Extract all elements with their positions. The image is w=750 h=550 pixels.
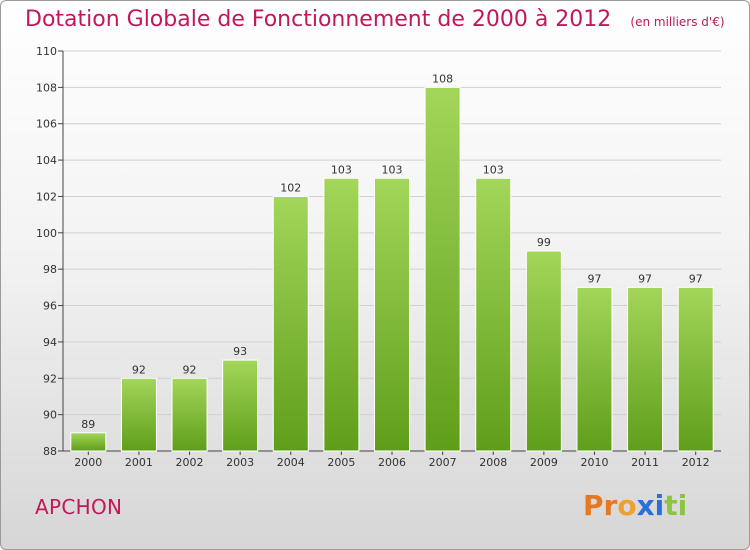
- y-tick-label: 94: [43, 336, 57, 349]
- y-tick-label: 90: [43, 409, 57, 422]
- data-label: 103: [483, 163, 504, 176]
- bar-2012: [677, 286, 714, 452]
- proxiti-logo[interactable]: Proxiti: [583, 489, 687, 522]
- data-label: 92: [183, 363, 197, 376]
- x-tick-label: 2005: [327, 456, 355, 469]
- logo-letter: i: [654, 489, 665, 522]
- x-tick-label: 2011: [631, 456, 659, 469]
- data-label: 97: [689, 272, 703, 285]
- x-tick-label: 2002: [176, 456, 204, 469]
- data-label: 103: [331, 163, 352, 176]
- logo-letter: P: [583, 489, 604, 522]
- bar-2009: [525, 250, 562, 452]
- chart-subtitle: (en milliers d'€): [630, 15, 725, 29]
- bar-2006: [374, 177, 410, 452]
- logo-letter: o: [617, 489, 637, 522]
- chart-title: Dotation Globale de Fonctionnement de 20…: [25, 7, 612, 32]
- bar-2005: [323, 177, 360, 452]
- bar-2004: [272, 195, 309, 452]
- x-tick-label: 2000: [74, 456, 102, 469]
- bar-2001: [120, 377, 157, 452]
- y-tick-label: 108: [36, 81, 57, 94]
- x-tick-label: 2001: [125, 456, 153, 469]
- x-tick-label: 2010: [580, 456, 608, 469]
- x-tick-label: 2004: [277, 456, 305, 469]
- y-tick-label: 96: [43, 300, 57, 313]
- data-label: 89: [81, 418, 95, 431]
- x-tick-label: 2012: [682, 456, 710, 469]
- logo-letter: x: [636, 489, 655, 522]
- bar-2010: [576, 286, 613, 452]
- data-label: 97: [638, 272, 652, 285]
- bar-2011: [627, 286, 664, 452]
- x-tick-label: 2008: [479, 456, 507, 469]
- bar-2002: [171, 377, 208, 452]
- x-tick-label: 2003: [226, 456, 254, 469]
- logo-letter: r: [603, 489, 618, 522]
- y-tick-label: 100: [36, 227, 57, 240]
- data-label: 103: [382, 163, 403, 176]
- bar-2008: [475, 177, 512, 452]
- bar-2000: [70, 432, 107, 452]
- y-tick-label: 98: [43, 263, 57, 276]
- y-tick-label: 110: [36, 45, 57, 58]
- data-label: 102: [280, 181, 301, 194]
- y-tick-label: 88: [43, 445, 57, 458]
- data-label: 97: [587, 272, 601, 285]
- labels: 89 2000 92 2001 92 2002 93 2003 102 2004 103 2005 10…: [74, 72, 709, 469]
- bars: [70, 86, 714, 452]
- data-label: 93: [233, 345, 247, 358]
- commune-name: APCHON: [35, 495, 123, 519]
- bar-2003: [222, 359, 259, 452]
- data-label: 92: [132, 363, 146, 376]
- title-row: Dotation Globale de Fonctionnement de 20…: [25, 7, 725, 32]
- y-tick-label: 104: [36, 154, 57, 167]
- y-tick-label: 106: [36, 118, 57, 131]
- bar-2007: [424, 86, 461, 452]
- x-tick-label: 2007: [429, 456, 457, 469]
- x-tick-label: 2009: [530, 456, 558, 469]
- y-tick-label: 92: [43, 372, 57, 385]
- y-tick-label: 102: [36, 190, 57, 203]
- logo-letter: i: [677, 489, 688, 522]
- data-label: 99: [537, 236, 551, 249]
- logo-letter: t: [664, 489, 678, 522]
- x-tick-label: 2006: [378, 456, 406, 469]
- data-label: 108: [432, 72, 453, 85]
